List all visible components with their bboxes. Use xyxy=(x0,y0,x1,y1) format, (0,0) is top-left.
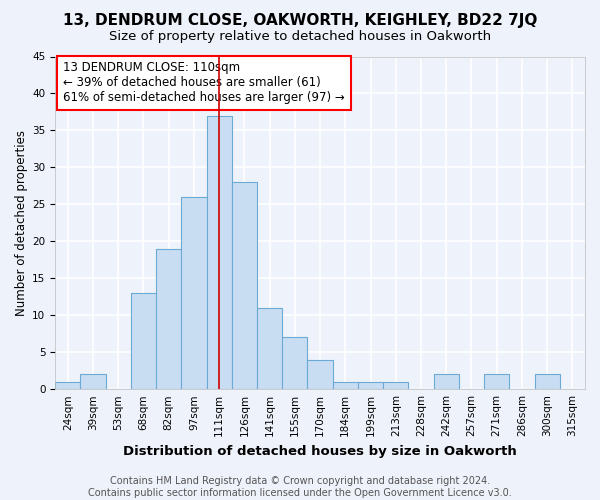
Bar xyxy=(484,374,509,389)
Bar xyxy=(282,338,307,389)
Bar xyxy=(181,197,206,389)
Bar xyxy=(307,360,332,389)
Bar xyxy=(535,374,560,389)
Bar xyxy=(131,293,156,389)
Text: Contains HM Land Registry data © Crown copyright and database right 2024.
Contai: Contains HM Land Registry data © Crown c… xyxy=(88,476,512,498)
Bar xyxy=(332,382,358,389)
Bar xyxy=(55,382,80,389)
Bar xyxy=(257,308,282,389)
Y-axis label: Number of detached properties: Number of detached properties xyxy=(15,130,28,316)
Bar xyxy=(358,382,383,389)
Bar xyxy=(206,116,232,389)
Bar xyxy=(383,382,409,389)
Text: 13 DENDRUM CLOSE: 110sqm
← 39% of detached houses are smaller (61)
61% of semi-d: 13 DENDRUM CLOSE: 110sqm ← 39% of detach… xyxy=(63,62,345,104)
Text: Size of property relative to detached houses in Oakworth: Size of property relative to detached ho… xyxy=(109,30,491,43)
Bar xyxy=(232,182,257,389)
Text: 13, DENDRUM CLOSE, OAKWORTH, KEIGHLEY, BD22 7JQ: 13, DENDRUM CLOSE, OAKWORTH, KEIGHLEY, B… xyxy=(63,12,537,28)
X-axis label: Distribution of detached houses by size in Oakworth: Distribution of detached houses by size … xyxy=(123,444,517,458)
Bar xyxy=(434,374,459,389)
Bar xyxy=(156,248,181,389)
Bar xyxy=(80,374,106,389)
